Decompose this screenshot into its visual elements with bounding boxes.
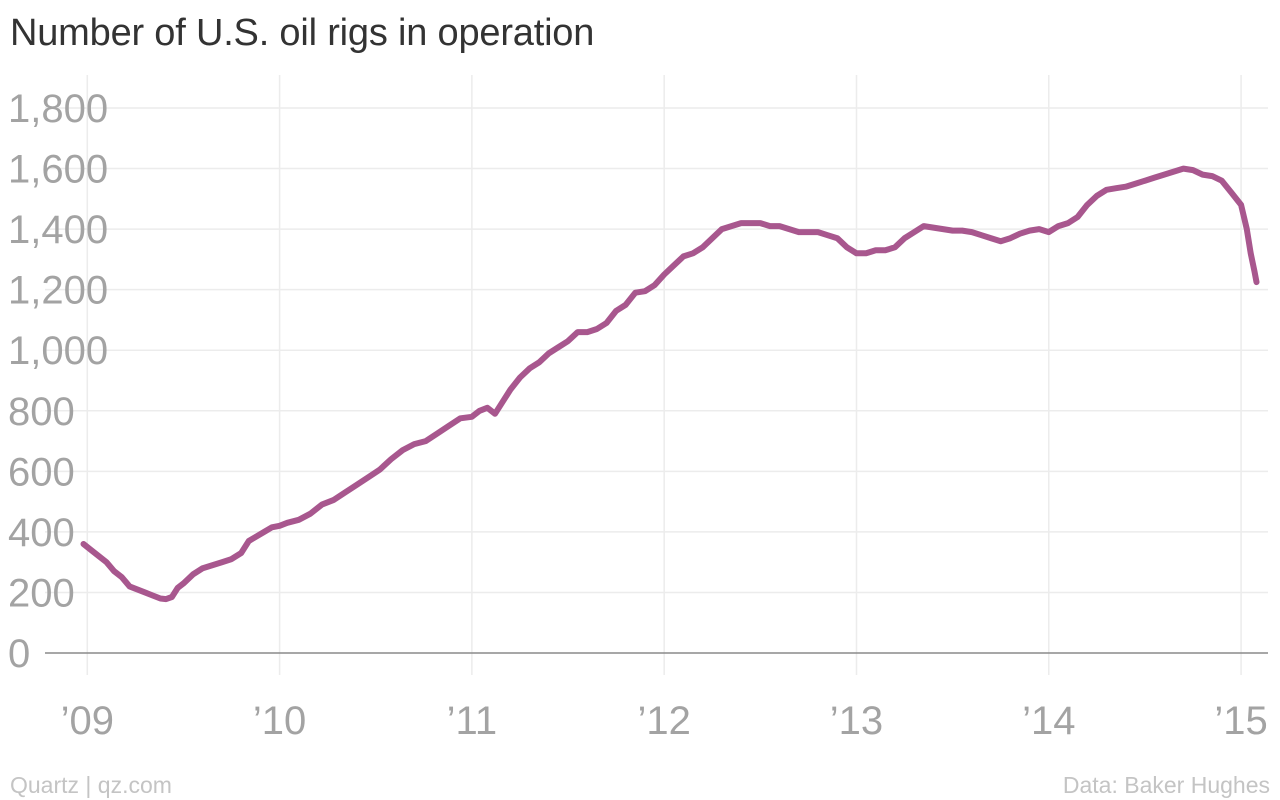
horizontal-gridlines — [45, 107, 1268, 594]
y-tick-label: 200 — [8, 571, 75, 615]
y-axis-tick-labels: 0 200 400 600 800 1,000 1,200 1,400 1,600 1,800 — [8, 87, 108, 676]
y-tick-label: 400 — [8, 511, 75, 555]
x-tick-label: ’12 — [637, 699, 690, 743]
y-tick-label: 1,200 — [8, 269, 108, 313]
x-axis-tick-labels: ’09 ’10 ’11 ’12 ’13 ’14 ’15 — [61, 699, 1268, 743]
x-tick-label: ’15 — [1214, 699, 1267, 743]
vertical-gridlines — [86, 75, 1242, 675]
chart-title: Number of U.S. oil rigs in operation — [10, 12, 595, 54]
footer-source: Data: Baker Hughes — [1062, 772, 1270, 798]
y-tick-label: 1,000 — [8, 329, 108, 373]
x-tick-label: ’11 — [447, 699, 497, 743]
y-tick-label: 800 — [8, 390, 75, 434]
y-tick-label: 0 — [8, 632, 30, 676]
footer-credit: Quartz | qz.com — [10, 772, 172, 798]
x-tick-label: ’09 — [61, 699, 114, 743]
y-tick-label: 600 — [8, 450, 75, 494]
y-tick-label: 1,400 — [8, 208, 108, 252]
rig-count-line — [80, 165, 1260, 603]
x-tick-label: ’10 — [253, 699, 306, 743]
y-tick-label: 1,600 — [8, 148, 108, 192]
y-tick-label: 1,800 — [8, 87, 108, 131]
x-tick-label: ’13 — [830, 699, 883, 743]
x-tick-label: ’14 — [1022, 699, 1075, 743]
